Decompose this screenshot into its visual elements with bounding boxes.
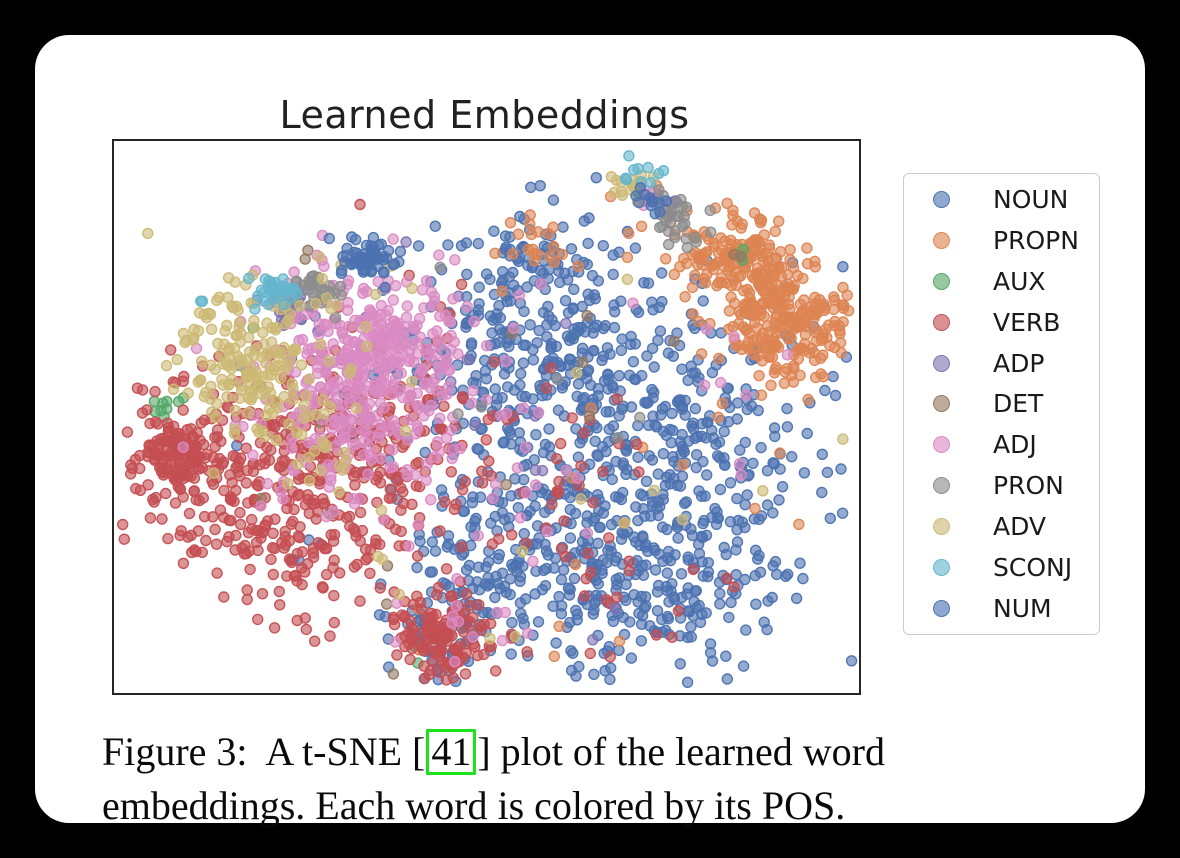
legend-label: ADV: [993, 512, 1047, 542]
legend-item-aux: AUX: [904, 267, 1099, 296]
legend-item-propn: PROPN: [904, 226, 1099, 255]
scatter-series-num: [323, 182, 673, 294]
legend-marker-icon: [933, 313, 950, 331]
caption-text-pre: Figure 3: A t-SNE [: [102, 729, 426, 774]
legend-item-adp: ADP: [904, 349, 1099, 378]
legend-item-pron: PRON: [904, 471, 1099, 500]
legend-item-det: DET: [904, 389, 1099, 418]
legend-item-verb: VERB: [904, 308, 1099, 337]
scatter-series-adv: [142, 169, 849, 645]
legend-marker-icon: [933, 272, 950, 290]
legend-label: AUX: [993, 266, 1046, 296]
legend-marker-icon: [933, 190, 950, 208]
legend-label: NOUN: [993, 184, 1069, 214]
legend-marker-icon: [933, 436, 950, 454]
caption-text-line2: embeddings. Each word is colored by its …: [102, 783, 846, 828]
tsne-scatter-plot: [116, 150, 858, 688]
legend-item-noun: NOUN: [904, 185, 1099, 214]
scatter-series-sconj: [194, 150, 670, 315]
legend-label: DET: [993, 389, 1044, 419]
legend-marker-icon: [933, 600, 950, 618]
pos-legend: NOUN PROPN AUX VERB ADP DET ADJ PRON ADV SCONJ NUM: [903, 173, 1100, 635]
legend-item-adj: ADJ: [904, 430, 1099, 459]
legend-marker-icon: [933, 518, 950, 536]
legend-label: ADP: [993, 348, 1045, 378]
plot-title: Learned Embeddings: [279, 93, 690, 137]
legend-label: VERB: [993, 307, 1061, 337]
legend-marker-icon: [933, 559, 950, 577]
legend-marker-icon: [933, 395, 950, 413]
caption-text-post: ] plot of the learned word: [477, 729, 885, 774]
figure-caption: Figure 3: A t-SNE [41] plot of the learn…: [102, 725, 1162, 833]
scatter-series-propn: [412, 179, 855, 662]
legend-label: ADJ: [993, 430, 1037, 460]
legend-item-num: NUM: [904, 594, 1099, 623]
legend-marker-icon: [933, 477, 950, 495]
citation-link-41[interactable]: 41: [426, 729, 477, 775]
legend-item-adv: ADV: [904, 512, 1099, 541]
legend-label: PROPN: [993, 225, 1079, 255]
tsne-plot-area: [112, 139, 861, 695]
legend-item-sconj: SCONJ: [904, 553, 1099, 582]
figure-card: Learned Embeddings NOUN PROPN AUX VERB ADP DE…: [35, 35, 1145, 828]
legend-marker-icon: [933, 354, 950, 372]
legend-label: PRON: [993, 471, 1064, 501]
legend-label: SCONJ: [993, 553, 1073, 583]
legend-label: NUM: [993, 594, 1052, 624]
legend-marker-icon: [933, 231, 950, 249]
